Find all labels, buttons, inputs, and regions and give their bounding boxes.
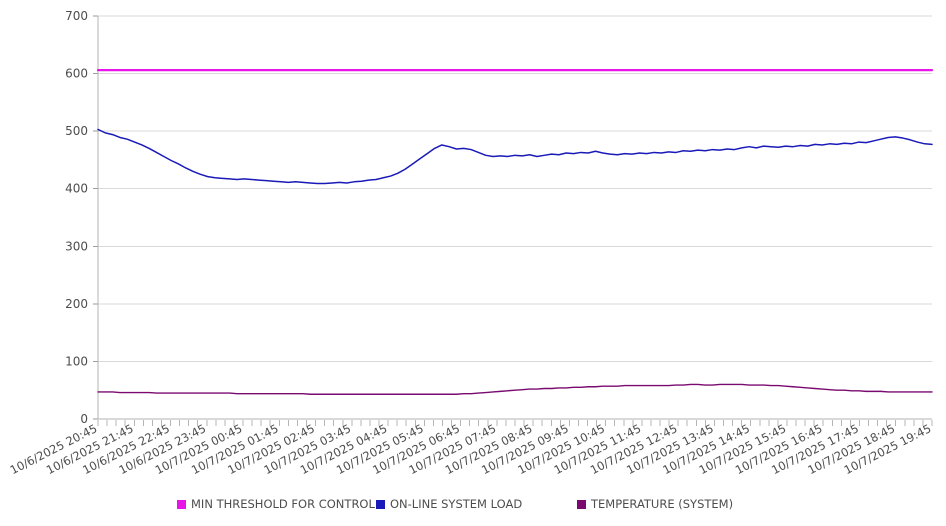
legend-label-1: ON-LINE SYSTEM LOAD: [390, 497, 522, 511]
y-axis-tick-label: 300: [65, 239, 88, 253]
chart-legend: MIN THRESHOLD FOR CONTROL ON-LINE SYSTEM …: [177, 497, 733, 511]
gridlines: [93, 15, 932, 420]
axis-lines: [97, 16, 932, 420]
y-axis-tick-label: 0: [80, 412, 88, 426]
y-axis-tick-label: 100: [65, 354, 88, 368]
y-axis-tick-label: 400: [65, 182, 88, 196]
x-axis-minor-ticks: [97, 420, 933, 426]
legend-swatch-0: [177, 500, 186, 509]
y-axis-tick-label: 600: [65, 67, 88, 81]
y-axis-tick-labels: 0 100 200 300 400 500 600 700: [65, 9, 88, 426]
y-axis-tick-label: 500: [65, 124, 88, 138]
y-axis-tick-label: 700: [65, 9, 88, 23]
series-line-2: [97, 383, 933, 395]
legend-swatch-2: [577, 500, 586, 509]
data-series: [96, 69, 934, 395]
series-line-1: [97, 128, 933, 185]
legend-label-2: TEMPERATURE (SYSTEM): [590, 497, 733, 511]
legend-swatch-1: [376, 500, 385, 509]
legend-label-0: MIN THRESHOLD FOR CONTROL: [191, 497, 375, 511]
y-axis-tick-label: 200: [65, 297, 88, 311]
